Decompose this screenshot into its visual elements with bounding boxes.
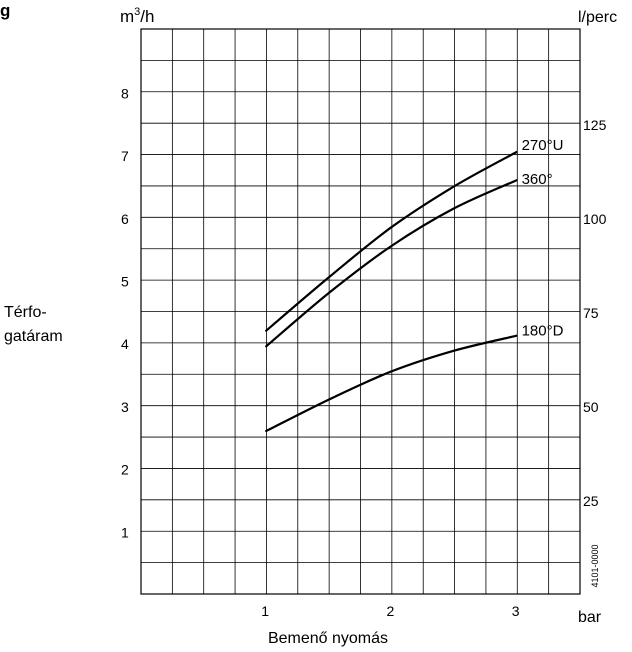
x-axis-title: Bemenő nyomás <box>268 630 388 647</box>
header-fragment: g <box>0 1 10 20</box>
series-line <box>265 179 518 348</box>
x-unit-label: bar <box>578 609 602 626</box>
chart-curves <box>265 150 518 433</box>
y-tick-label-left: 3 <box>121 399 129 415</box>
y-tick-label-right: 25 <box>583 493 599 509</box>
series-line <box>265 334 518 433</box>
chart-grid <box>140 28 581 595</box>
y-tick-label-left: 6 <box>121 211 129 227</box>
y-tick-label-left: 8 <box>121 85 129 101</box>
y-tick-label-left: 5 <box>121 274 129 290</box>
x-tick-label: 2 <box>387 603 395 619</box>
y-tick-label-right: 100 <box>583 211 607 227</box>
series-label: 270°U <box>522 137 564 154</box>
y-axis-title-line2: gatáram <box>4 328 63 345</box>
y-tick-label-left: 1 <box>121 524 129 540</box>
y-tick-label-left: 7 <box>121 148 129 164</box>
y-tick-label-left: 2 <box>121 462 129 478</box>
series-line <box>265 150 518 332</box>
chart-labels: 1 2 3 4 5 6 7 8 25 50 75 100 125 1 2 3 270°U 360° 180°D <box>121 85 607 619</box>
x-tick-label: 3 <box>512 603 520 619</box>
figure-code: 4101-0000 <box>590 544 600 587</box>
left-unit-label: m3/h <box>120 6 154 26</box>
series-label: 180°D <box>522 323 564 340</box>
y-tick-label-right: 125 <box>583 117 607 133</box>
y-tick-label-left: 4 <box>121 336 129 352</box>
y-tick-label-right: 75 <box>583 305 599 321</box>
y-axis-title-line1: Térfo- <box>4 304 47 321</box>
x-tick-label: 1 <box>261 603 269 619</box>
series-label: 360° <box>522 171 553 188</box>
y-tick-label-right: 50 <box>583 399 599 415</box>
right-unit-label: l/perc <box>578 9 617 26</box>
